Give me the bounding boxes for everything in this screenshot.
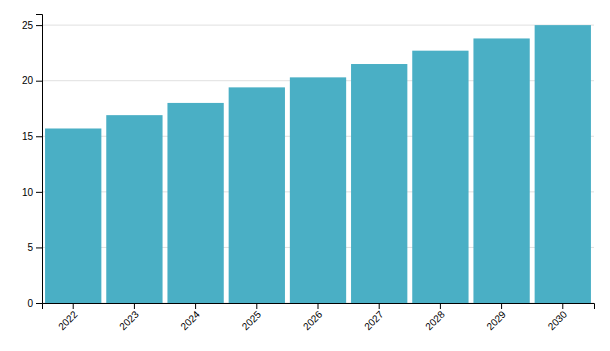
y-tick: 5: [27, 242, 42, 253]
x-tick-mark: [562, 303, 563, 309]
chart-container: 0510152025202220232024202520262027202820…: [0, 0, 610, 351]
x-tick: 2024: [178, 303, 202, 332]
bar: [45, 128, 101, 303]
x-tick-label: 2030: [546, 308, 570, 332]
y-tick-label: 20: [22, 75, 34, 86]
x-tick-label: 2022: [56, 308, 80, 332]
y-tick-label: 25: [22, 20, 34, 31]
bar: [351, 64, 407, 303]
bar: [229, 87, 285, 303]
y-tick-label: 10: [22, 187, 34, 198]
grid-line: [42, 25, 594, 26]
y-tick-mark: [36, 81, 42, 82]
y-tick: 15: [22, 131, 42, 142]
x-tick: 2029: [484, 303, 508, 332]
x-tick-mark: [134, 303, 135, 309]
y-axis-line: [36, 15, 43, 304]
x-tick-label: 2024: [178, 308, 202, 332]
x-tick-label: 2023: [117, 308, 141, 332]
bar: [167, 103, 223, 303]
bar: [290, 77, 346, 303]
x-tick-label: 2027: [362, 308, 386, 332]
y-tick-label: 15: [22, 131, 34, 142]
x-tick: 2022: [56, 303, 80, 332]
bar: [412, 51, 468, 303]
x-tick-mark: [318, 303, 319, 309]
x-tick-mark: [501, 303, 502, 309]
x-tick-label: 2026: [301, 308, 325, 332]
x-tick: 2030: [546, 303, 570, 332]
x-tick-mark: [379, 303, 380, 309]
y-tick: 25: [22, 20, 42, 31]
x-tick-label: 2029: [484, 308, 508, 332]
y-tick-mark: [36, 303, 42, 304]
y-tick: 10: [22, 187, 42, 198]
bar: [535, 25, 591, 303]
y-tick: 0: [27, 298, 42, 309]
bar: [106, 115, 162, 303]
y-axis: 0 5 10 15 20 25: [22, 15, 43, 309]
y-tick-mark: [36, 25, 42, 26]
y-tick-mark: [36, 247, 42, 248]
y-tick-mark: [36, 136, 42, 137]
x-tick-mark: [440, 303, 441, 309]
x-tick-mark: [73, 303, 74, 309]
y-tick-label: 0: [27, 298, 33, 309]
x-tick: 2028: [423, 303, 447, 332]
x-axis-line: [43, 304, 595, 310]
y-tick-mark: [36, 192, 42, 193]
x-tick: 2027: [362, 303, 386, 332]
y-tick-label: 5: [27, 242, 33, 253]
x-axis: 2022 2023 2024 2025 2026 2027 2028 2029 2030: [43, 303, 595, 332]
bars: [45, 25, 591, 303]
x-tick: 2026: [301, 303, 325, 332]
x-tick: 2025: [240, 303, 264, 332]
x-tick-mark: [195, 303, 196, 309]
bar: [473, 38, 529, 303]
grid: [42, 25, 594, 303]
chart-svg: 0510152025202220232024202520262027202820…: [0, 0, 610, 351]
x-tick: 2023: [117, 303, 141, 332]
x-tick-mark: [256, 303, 257, 309]
x-tick-label: 2025: [240, 308, 264, 332]
y-tick: 20: [22, 75, 42, 86]
x-tick-label: 2028: [423, 308, 447, 332]
